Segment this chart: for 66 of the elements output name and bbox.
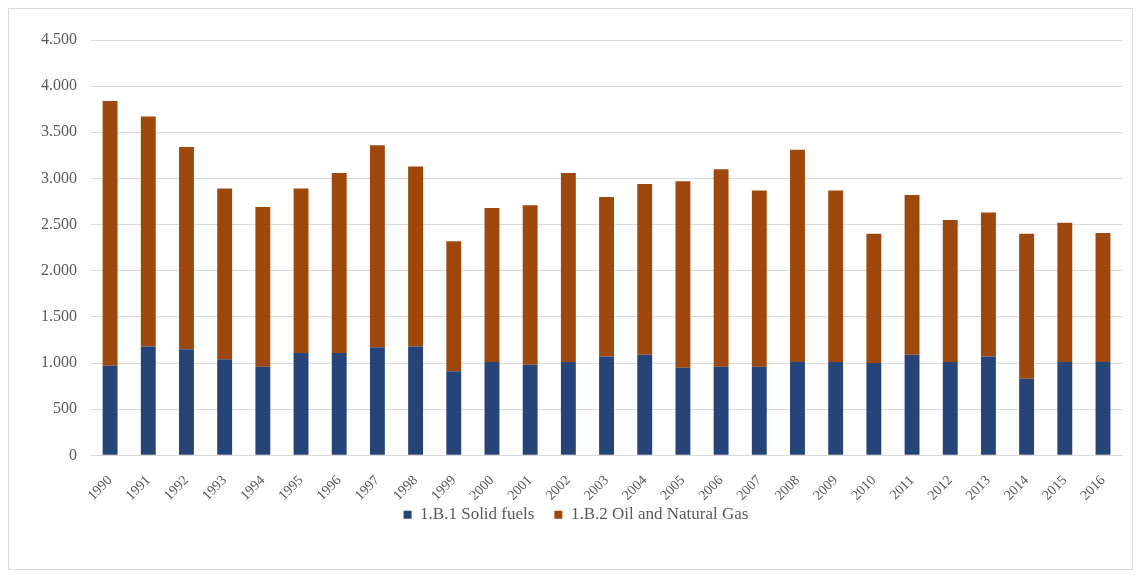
y-tick-label: 1.000: [41, 353, 77, 371]
y-tick-label: 2.000: [41, 260, 77, 278]
bar: [369, 145, 385, 348]
bar: [904, 195, 920, 355]
bar: [293, 188, 309, 353]
bar: [599, 196, 614, 357]
bar: [751, 190, 767, 367]
bar: [1057, 222, 1073, 363]
bar: [369, 347, 385, 455]
bar: [522, 205, 538, 365]
bar: [980, 356, 996, 455]
bar: [140, 346, 156, 455]
bar: [102, 365, 118, 455]
bar: [102, 100, 118, 366]
bar: [560, 172, 576, 363]
bar: [751, 366, 767, 455]
bar: [866, 363, 882, 455]
y-tick-label: 500: [53, 399, 77, 417]
bar: [331, 352, 347, 455]
bar: [1019, 233, 1035, 379]
y-tick-label: 3.000: [41, 168, 77, 186]
y-tick-label: 1.500: [41, 307, 77, 325]
bar: [942, 219, 958, 363]
bar: [828, 190, 844, 363]
bar: [217, 359, 233, 455]
y-tick-label: 3.500: [41, 122, 77, 140]
bar: [675, 367, 691, 455]
bar: [1095, 232, 1111, 363]
bar: [637, 183, 653, 355]
bar: [179, 147, 194, 350]
legend-label: 1.B.1 Solid fuels: [420, 504, 535, 524]
bar: [713, 366, 729, 455]
bar: [217, 188, 233, 360]
bar: [637, 354, 653, 455]
bar: [560, 362, 576, 455]
bar: [904, 354, 920, 455]
bar: [408, 166, 424, 347]
bar: [1095, 362, 1111, 455]
bar: [522, 364, 538, 455]
bar: [1019, 378, 1035, 455]
bar: [408, 346, 424, 455]
bar: [828, 362, 844, 455]
bar: [255, 207, 271, 367]
y-tick-label: 2.500: [41, 214, 77, 232]
y-tick-label: 4.000: [41, 76, 77, 94]
bar: [713, 169, 729, 367]
bar: [675, 181, 691, 368]
bar: [484, 207, 500, 363]
bar: [331, 172, 347, 353]
bar: [599, 356, 614, 455]
bar: [484, 362, 500, 455]
bar: [255, 366, 271, 455]
bar: [1057, 362, 1073, 455]
y-tick-label: 0: [69, 445, 77, 463]
bar: [866, 233, 882, 364]
bar: [790, 362, 805, 455]
bar: [179, 349, 194, 455]
bar: [790, 149, 805, 363]
bar: [942, 362, 958, 455]
bar: [293, 352, 309, 455]
bar: [140, 116, 156, 347]
bar: [980, 212, 996, 357]
bar: [446, 241, 462, 372]
bar: [446, 371, 462, 455]
legend-label: 1.B.2 Oil and Natural Gas: [570, 504, 749, 524]
y-tick-label: 4.500: [41, 30, 77, 48]
